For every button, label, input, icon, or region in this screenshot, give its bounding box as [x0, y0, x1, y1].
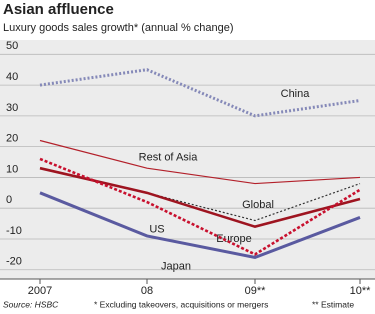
series-line [39, 139, 361, 185]
y-tick-label: -20 [6, 256, 22, 268]
series-line [39, 167, 361, 222]
y-tick-label: -10 [6, 225, 22, 237]
x-tick-label: 2007 [28, 285, 52, 297]
series-label: Global [242, 199, 274, 211]
series-label: Europe [216, 233, 251, 245]
chart-subtitle: Luxury goods sales growth* (annual % cha… [3, 22, 234, 34]
y-tick-label: 10 [6, 163, 18, 175]
series-label: China [281, 88, 311, 100]
source: Source: HSBC [3, 299, 59, 309]
chart-title: Asian affluence [3, 1, 114, 18]
series-label: Rest of Asia [139, 151, 199, 163]
x-tick-label: 09** [245, 285, 267, 297]
series-label: US [149, 224, 164, 236]
y-tick-label: 50 [6, 40, 18, 52]
footnote: ** Estimate [312, 299, 354, 309]
series-line [39, 157, 361, 256]
y-tick-label: 0 [6, 194, 12, 206]
footnote: * Excluding takeovers, acquisitions or m… [94, 299, 268, 309]
x-tick-label: 08 [141, 285, 153, 297]
x-tick-label: 10** [350, 285, 372, 297]
y-tick-label: 40 [6, 71, 18, 83]
y-tick-label: 20 [6, 133, 18, 145]
series-line [39, 191, 361, 260]
y-tick-label: 30 [6, 102, 18, 114]
series-label: Japan [161, 261, 191, 273]
